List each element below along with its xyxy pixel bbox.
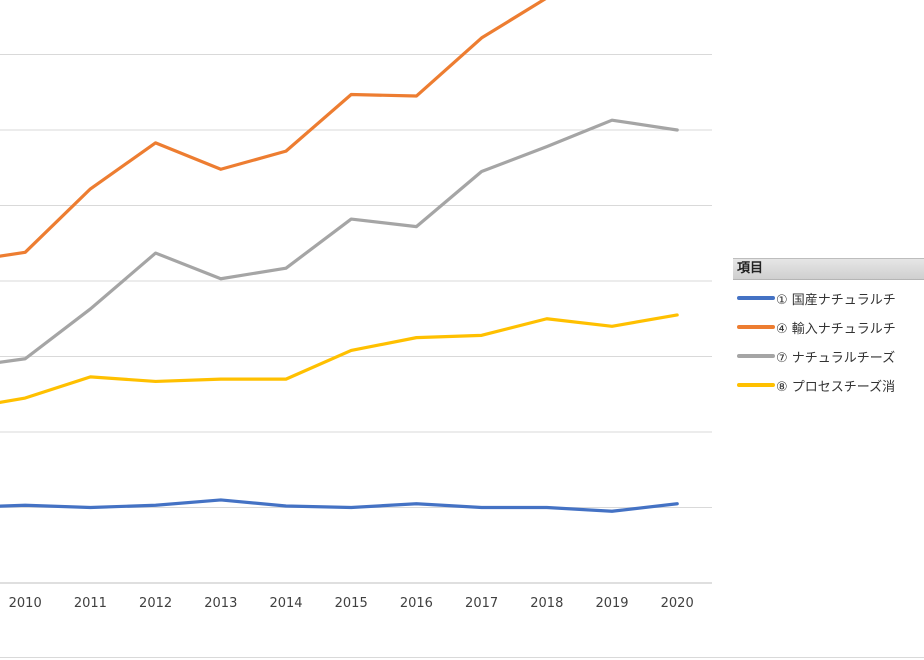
legend-label: ④ 輸入ナチュラルチ (776, 322, 896, 337)
x-tick-label: 2011 (74, 596, 107, 611)
x-tick-label: 2015 (335, 596, 368, 611)
legend-swatch (737, 383, 775, 387)
series-lines (0, 0, 679, 513)
legend-item-2[interactable]: ④ 輸入ナチュラルチ (733, 313, 924, 342)
x-tick-label: 2016 (400, 596, 433, 611)
x-tick-label: 2012 (139, 596, 172, 611)
legend-label: ① 国産ナチュラルチ (776, 293, 896, 308)
x-tick-label: 2010 (9, 596, 42, 611)
series-line-4 (0, 313, 679, 405)
x-tick-label: 2013 (204, 596, 237, 611)
x-tick-label: 2020 (661, 596, 694, 611)
series-line-1 (0, 498, 679, 513)
series-line-2 (0, 0, 547, 258)
x-axis-ticks: 2009201020112012201320142015201620172018… (9, 596, 694, 611)
legend-swatch (737, 354, 775, 358)
x-tick-label: 2019 (595, 596, 628, 611)
legend-label: ⑦ ナチュラルチーズ (776, 351, 896, 366)
legend-item-1[interactable]: ① 国産ナチュラルチ (733, 284, 924, 313)
legend-swatch (737, 296, 775, 300)
legend-label: ⑧ プロセスチーズ消 (776, 380, 896, 395)
x-tick-label: 2014 (269, 596, 302, 611)
legend: 項目 ① 国産ナチュラルチ ④ 輸入ナチュラルチ ⑦ ナチュラルチーズ ⑧ プロセスチ… (733, 258, 924, 400)
legend-title: 項目 (733, 258, 924, 280)
legend-list: ① 国産ナチュラルチ ④ 輸入ナチュラルチ ⑦ ナチュラルチーズ ⑧ プロセスチーズ消 (733, 284, 924, 400)
series-line-3 (0, 118, 679, 364)
x-tick-label: 2018 (530, 596, 563, 611)
legend-item-4[interactable]: ⑧ プロセスチーズ消 (733, 371, 924, 400)
legend-swatch (737, 325, 775, 329)
x-tick-label: 2017 (465, 596, 498, 611)
legend-item-3[interactable]: ⑦ ナチュラルチーズ (733, 342, 924, 371)
